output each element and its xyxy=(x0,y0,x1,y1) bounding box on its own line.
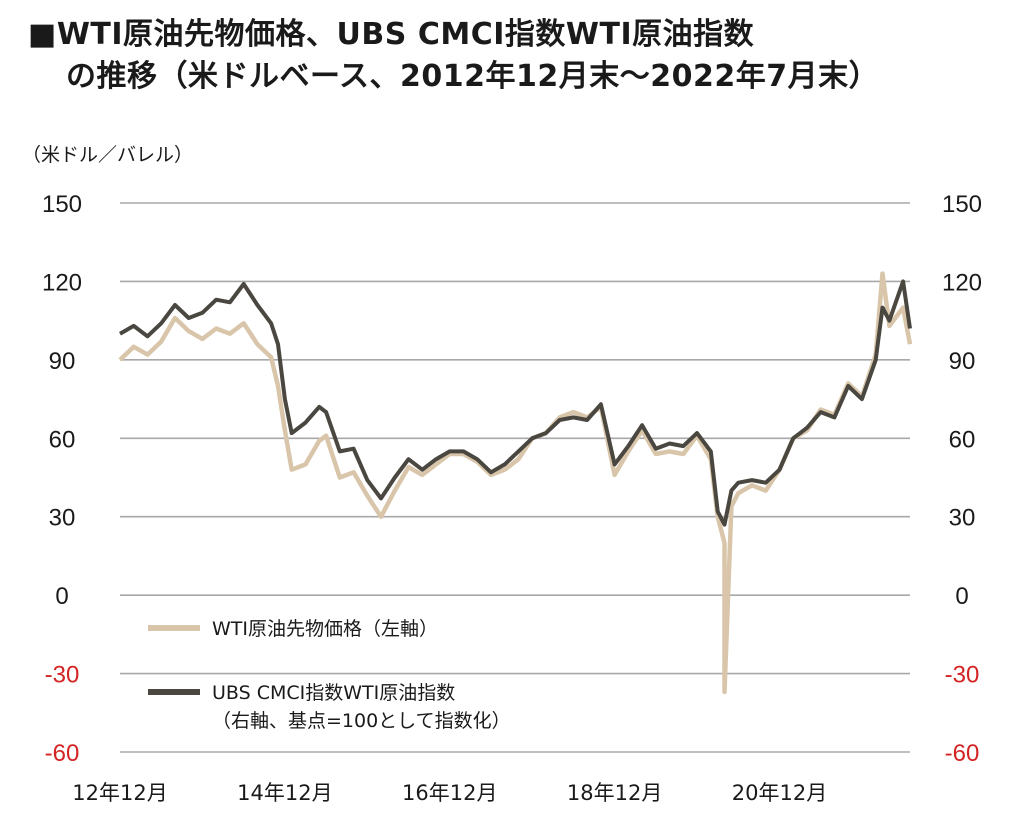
x-tick-label: 16年12月 xyxy=(402,781,497,805)
left-y-axis: 150 120 90 60 30 0 -30 -60 xyxy=(42,191,82,767)
y-tick-left: -30 xyxy=(45,662,80,689)
y-tick-right: -60 xyxy=(945,740,980,767)
y-tick-right: 150 xyxy=(942,191,982,218)
x-axis: 12年12月 14年12月 16年12月 18年12月 20年12月 xyxy=(72,781,827,805)
x-tick-label: 18年12月 xyxy=(567,781,662,805)
y-tick-right: -30 xyxy=(945,662,980,689)
legend-wti-label: WTI原油先物価格（左軸） xyxy=(212,618,438,640)
series-lines xyxy=(118,271,913,695)
chart-legend: WTI原油先物価格（左軸） UBS CMCI指数WTI原油指数 （右軸、基点=1… xyxy=(148,618,511,732)
legend-ubs-note: （右軸、基点=100として指数化） xyxy=(212,710,511,732)
x-tick-label: 20年12月 xyxy=(732,781,827,805)
y-tick-right: 0 xyxy=(955,583,968,610)
legend-ubs-label: UBS CMCI指数WTI原油指数 xyxy=(212,682,455,704)
gridlines xyxy=(120,202,910,753)
y-tick-left: 90 xyxy=(49,348,76,375)
y-tick-left: -60 xyxy=(45,740,80,767)
chart-title-line2: の推移（米ドルベース、2012年12月末～2022年7月末） xyxy=(66,59,880,94)
right-y-axis: 150 120 90 60 30 0 -30 -60 xyxy=(942,191,982,767)
y-tick-left: 120 xyxy=(42,269,82,296)
chart-title: ■WTI原油先物価格、UBS CMCI指数WTI原油指数 の推移（米ドルベース、… xyxy=(28,14,988,98)
chart-title-line1: ■WTI原油先物価格、UBS CMCI指数WTI原油指数 xyxy=(28,17,755,52)
y-tick-right: 30 xyxy=(949,505,976,532)
y-tick-left: 60 xyxy=(49,426,76,453)
ubs-cmci-index-line xyxy=(119,279,912,527)
y-tick-left: 0 xyxy=(55,583,68,610)
x-tick-label: 14年12月 xyxy=(237,781,332,805)
y-tick-right: 60 xyxy=(949,426,976,453)
y-tick-right: 90 xyxy=(949,348,976,375)
y-tick-left: 150 xyxy=(42,191,82,218)
x-tick-label: 12年12月 xyxy=(72,781,167,805)
y-tick-right: 120 xyxy=(942,269,982,296)
y-tick-left: 30 xyxy=(49,505,76,532)
y-axis-unit-label: （米ドル／バレル） xyxy=(22,144,194,166)
